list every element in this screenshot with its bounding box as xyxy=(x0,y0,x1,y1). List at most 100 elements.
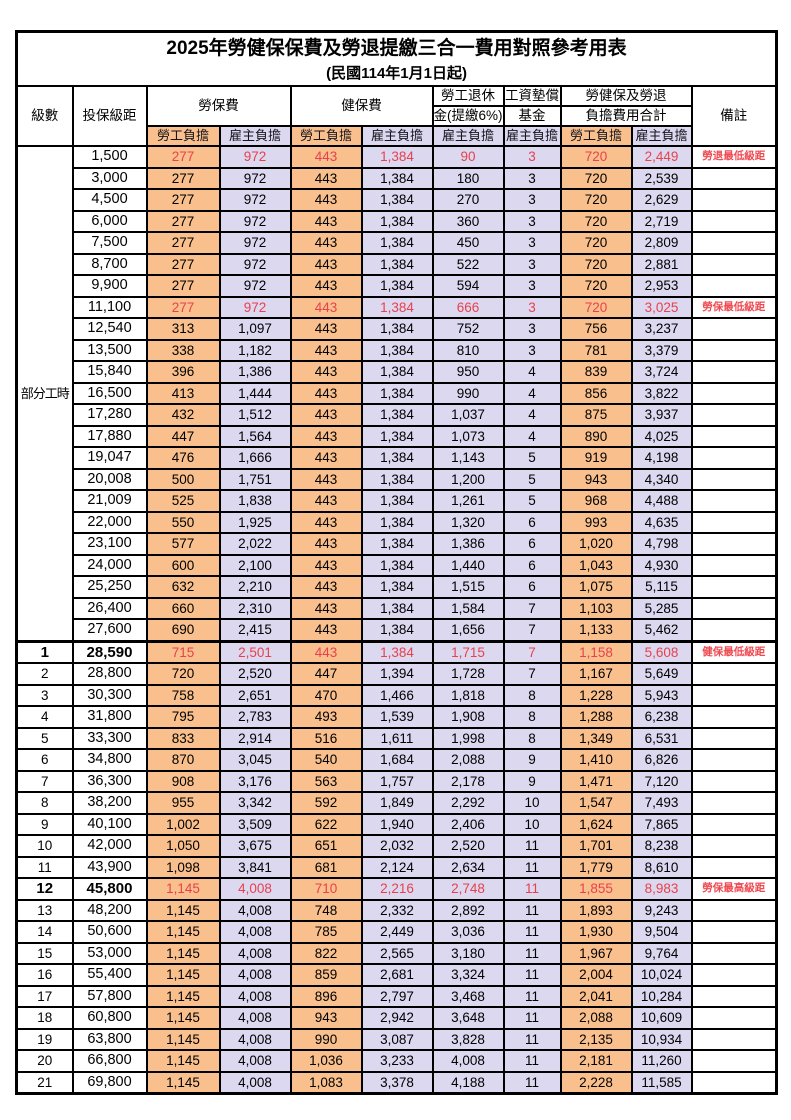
table-row: 16,500 413 1,444 443 1,384 990 4 856 3,822 xyxy=(17,381,778,405)
header-row-2: 金(提繳6%) 基金 負擔費用合計 xyxy=(17,105,777,127)
cell-labor-employer: 1,097 xyxy=(218,317,292,341)
cell-health-employee: 443 xyxy=(289,510,363,534)
cell-labor-employee: 1,145 xyxy=(145,1070,221,1095)
cell-bracket: 13,500 xyxy=(71,338,148,362)
cell-health-employee: 443 xyxy=(289,639,363,664)
cell-health-employer: 1,466 xyxy=(360,683,434,707)
column-header-remark: 備註 xyxy=(690,85,778,147)
cell-remark xyxy=(690,683,778,707)
cell-health-employer: 1,384 xyxy=(360,381,434,405)
cell-total-employee: 1,701 xyxy=(559,834,633,858)
cell-remark xyxy=(690,166,778,190)
cell-grade: 2 xyxy=(15,662,74,686)
cell-wage-fund-employer: 6 xyxy=(502,510,562,534)
cell-wage-fund-employer: 10 xyxy=(502,812,562,836)
table-row: 15,840 396 1,386 443 1,384 950 4 839 3,724 xyxy=(17,360,778,384)
cell-health-employer: 1,384 xyxy=(360,295,434,319)
cell-wage-fund-employer: 11 xyxy=(502,898,562,922)
cell-wage-fund-employer: 4 xyxy=(502,424,562,448)
cell-bracket: 1,500 xyxy=(71,145,148,169)
cell-health-employee: 443 xyxy=(289,424,363,448)
cell-total-employer: 3,379 xyxy=(630,338,693,362)
cell-bracket: 66,800 xyxy=(71,1049,148,1073)
part-time-group-label: 部分工時 xyxy=(15,145,74,642)
cell-total-employee: 1,167 xyxy=(559,662,633,686)
cell-pension-employer: 3,324 xyxy=(431,963,505,987)
cell-health-employer: 1,940 xyxy=(360,812,434,836)
table-row: 13 48,200 1,145 4,008 748 2,332 2,892 11 1,893 9,… xyxy=(15,898,778,922)
cell-labor-employer: 2,310 xyxy=(218,596,292,620)
cell-total-employer: 5,115 xyxy=(630,575,693,599)
cell-labor-employee: 955 xyxy=(145,791,221,815)
cell-total-employer: 4,340 xyxy=(630,467,693,491)
cell-health-employer: 1,849 xyxy=(360,791,434,815)
cell-bracket: 24,000 xyxy=(71,553,148,577)
cell-health-employee: 443 xyxy=(289,338,363,362)
table-row: 11 43,900 1,098 3,841 681 2,124 2,634 11 1,779 8,… xyxy=(15,855,778,879)
cell-total-employee: 1,547 xyxy=(559,791,633,815)
cell-labor-employee: 550 xyxy=(145,510,221,534)
subheader-labor-employee: 勞工負擔 xyxy=(145,125,221,147)
cell-health-employee: 990 xyxy=(289,1027,363,1051)
cell-labor-employee: 833 xyxy=(145,726,221,750)
cell-health-employee: 1,036 xyxy=(289,1049,363,1073)
cell-wage-fund-employer: 8 xyxy=(502,726,562,750)
cell-labor-employer: 4,008 xyxy=(218,984,292,1008)
cell-wage-fund-employer: 3 xyxy=(502,252,562,276)
cell-health-employee: 443 xyxy=(289,252,363,276)
cell-labor-employer: 972 xyxy=(218,209,292,233)
cell-wage-fund-employer: 10 xyxy=(502,791,562,815)
cell-bracket: 42,000 xyxy=(71,834,148,858)
cell-labor-employer: 3,342 xyxy=(218,791,292,815)
cell-health-employee: 896 xyxy=(289,984,363,1008)
cell-total-employee: 1,288 xyxy=(559,705,633,729)
table-row: 17 57,800 1,145 4,008 896 2,797 3,468 11 2,041 10… xyxy=(15,984,778,1008)
cell-wage-fund-employer: 9 xyxy=(502,769,562,793)
cell-remark xyxy=(690,231,778,255)
cell-pension-employer: 3,180 xyxy=(431,941,505,965)
cell-wage-fund-employer: 11 xyxy=(502,877,562,901)
cell-grade: 16 xyxy=(15,963,74,987)
premium-reference-table: 2025年勞健保保費及勞退提繳三合一費用對照參考用表 (民國114年1月1日起)… xyxy=(15,30,779,1095)
cell-pension-employer: 1,584 xyxy=(431,596,505,620)
cell-total-employee: 1,624 xyxy=(559,812,633,836)
cell-health-employee: 516 xyxy=(289,726,363,750)
cell-health-employee: 443 xyxy=(289,145,363,169)
cell-bracket: 9,900 xyxy=(71,274,148,298)
cell-labor-employer: 2,501 xyxy=(218,639,292,664)
title-row: 2025年勞健保保費及勞退提繳三合一費用對照參考用表 (民國114年1月1日起) xyxy=(15,30,778,87)
cell-grade: 9 xyxy=(15,812,74,836)
cell-remark xyxy=(690,575,778,599)
cell-total-employer: 3,937 xyxy=(630,403,693,427)
table-row: 9 40,100 1,002 3,509 622 1,940 2,406 10 1,624 7,8… xyxy=(15,812,778,836)
cell-total-employer: 4,930 xyxy=(630,553,693,577)
table-row: 21 69,800 1,145 4,008 1,083 3,378 4,188 11 2,228… xyxy=(15,1070,778,1095)
cell-labor-employee: 1,050 xyxy=(145,834,221,858)
cell-pension-employer: 1,818 xyxy=(431,683,505,707)
cell-labor-employer: 1,838 xyxy=(218,489,292,513)
cell-bracket: 34,800 xyxy=(71,748,148,772)
table-row: 20,008 500 1,751 443 1,384 1,200 5 943 4,340 xyxy=(17,467,778,491)
table-row: 4 31,800 795 2,783 493 1,539 1,908 8 1,288 6,238 xyxy=(15,705,778,729)
cell-bracket: 12,540 xyxy=(71,317,148,341)
cell-wage-fund-employer: 6 xyxy=(502,532,562,556)
cell-total-employer: 10,609 xyxy=(630,1006,693,1030)
cell-health-employer: 1,384 xyxy=(360,252,434,276)
subheader-health-employee: 勞工負擔 xyxy=(289,125,363,147)
table-row: 19 63,800 1,145 4,008 990 3,087 3,828 11 2,135 10… xyxy=(15,1027,778,1051)
subheader-total-employee: 勞工負擔 xyxy=(559,125,633,147)
cell-labor-employee: 1,145 xyxy=(145,898,221,922)
table-row: 25,250 632 2,210 443 1,384 1,515 6 1,075 5,115 xyxy=(17,575,778,599)
column-header-pension-line1: 勞工退休 xyxy=(431,85,505,107)
cell-bracket: 3,000 xyxy=(71,166,148,190)
cell-labor-employer: 1,182 xyxy=(218,338,292,362)
cell-pension-employer: 2,406 xyxy=(431,812,505,836)
cell-health-employee: 1,083 xyxy=(289,1070,363,1095)
cell-labor-employer: 4,008 xyxy=(218,1070,292,1095)
cell-labor-employee: 277 xyxy=(145,166,221,190)
cell-total-employee: 993 xyxy=(559,510,633,534)
cell-total-employer: 8,983 xyxy=(630,877,693,901)
cell-bracket: 17,880 xyxy=(71,424,148,448)
cell-remark xyxy=(690,812,778,836)
